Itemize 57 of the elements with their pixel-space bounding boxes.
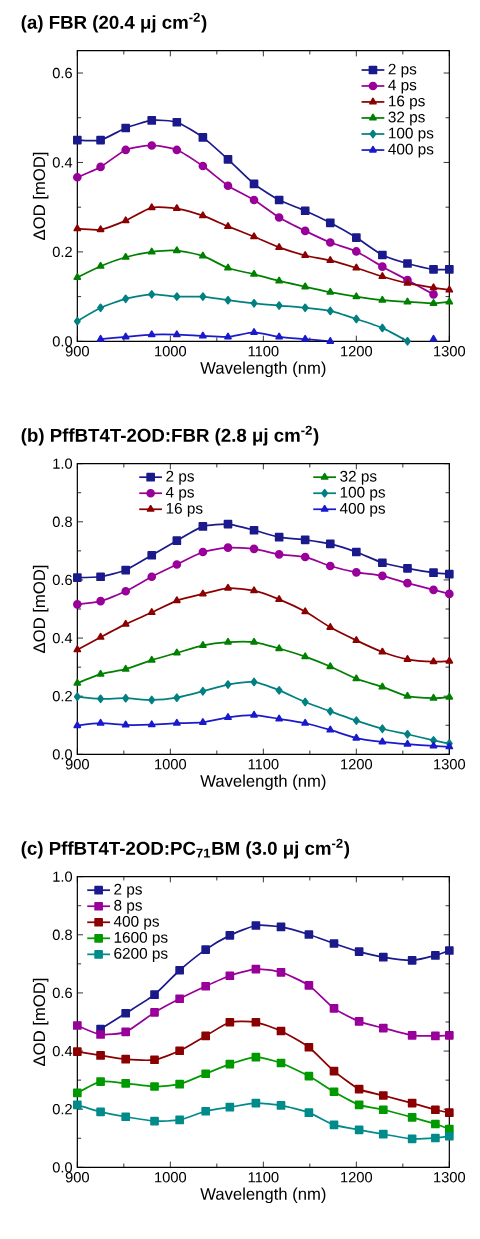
legend-label: 4 ps <box>165 486 194 501</box>
x-tick-label: 900 <box>65 759 89 770</box>
y-tick-label: 0.0 <box>52 1162 73 1173</box>
legend-label: 32 ps <box>388 111 425 126</box>
y-tick-label: 0.4 <box>52 157 73 168</box>
chart-title: (a) FBR (20.4 μj cm$^{-2}$) <box>21 12 207 33</box>
x-axis-title: Wavelength (nm) <box>200 1187 326 1204</box>
x-tick-label: 1300 <box>434 346 466 357</box>
x-tick-label: 1000 <box>155 346 187 357</box>
x-tick-label: 1200 <box>341 1172 373 1183</box>
legend-label: 400 ps <box>388 143 434 158</box>
y-tick-label: 0.8 <box>52 516 72 527</box>
y-tick-label: 0.2 <box>52 691 72 702</box>
y-axis-title: ΔOD [mOD] <box>32 978 49 1066</box>
x-tick-label: 1300 <box>434 1172 466 1183</box>
x-tick-label: 1300 <box>434 759 466 770</box>
legend-label: 16 ps <box>166 502 203 517</box>
y-axis-title: ΔOD [mOD] <box>32 565 49 653</box>
legend-label: 8 ps <box>114 899 142 914</box>
x-tick-label: 1200 <box>341 759 373 770</box>
y-tick-label: 0.8 <box>52 929 72 940</box>
legend-label: 6200 ps <box>114 947 168 962</box>
x-tick-label: 1100 <box>248 1172 279 1183</box>
legend-label: 1600 ps <box>114 931 168 946</box>
legend-label: 2 ps <box>166 470 194 485</box>
legend-label: 2 ps <box>388 63 417 78</box>
x-tick-label: 1000 <box>155 759 187 770</box>
legend-label: 400 ps <box>339 502 386 517</box>
legend-label: 400 ps <box>113 915 159 930</box>
x-tick-label: 900 <box>65 346 89 357</box>
y-tick-label: 0.0 <box>52 749 73 760</box>
x-tick-label: 900 <box>65 1172 89 1183</box>
y-tick-label: 0.2 <box>52 1104 72 1115</box>
x-axis-title: Wavelength (nm) <box>200 361 326 378</box>
y-tick-label: 0.0 <box>52 336 73 347</box>
x-tick-label: 1100 <box>248 346 279 357</box>
y-tick-label: 0.6 <box>52 574 72 586</box>
y-tick-label: 0.6 <box>52 987 72 999</box>
y-tick-label: 1.0 <box>53 458 73 469</box>
y-tick-label: 0.4 <box>52 632 73 644</box>
y-axis-title: ΔOD [mOD] <box>32 152 49 240</box>
legend-label: 16 ps <box>389 95 425 110</box>
y-tick-label: 0.6 <box>52 67 72 79</box>
legend-label: 100 ps <box>389 127 434 142</box>
chart-title: (c) PffBT4T-2OD:PC$_{71}$BM (3.0 μj cm$^{-2}$) <box>21 838 350 859</box>
y-tick-label: 0.4 <box>52 1045 73 1057</box>
x-tick-label: 1000 <box>155 1172 187 1183</box>
x-tick-label: 1200 <box>341 346 373 357</box>
y-tick-label: 0.2 <box>52 246 72 258</box>
x-tick-label: 1100 <box>248 759 279 770</box>
y-tick-label: 1.0 <box>53 871 73 882</box>
legend-label: 4 ps <box>388 79 417 94</box>
legend-label: 32 ps <box>340 470 377 485</box>
chart-title: (b) PffBT4T-2OD:FBR (2.8 μj cm$^{-2}$) <box>21 425 319 446</box>
x-axis-title: Wavelength (nm) <box>200 774 326 791</box>
legend-label: 2 ps <box>114 883 142 898</box>
legend-label: 100 ps <box>340 486 386 501</box>
